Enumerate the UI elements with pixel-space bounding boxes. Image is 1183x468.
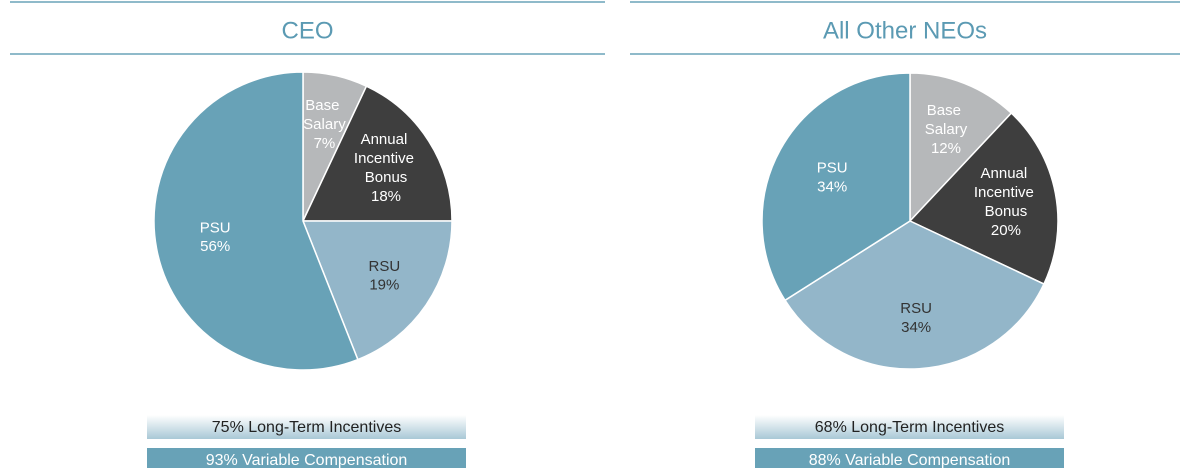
lti-box bbox=[755, 415, 1064, 439]
chart-title: All Other NEOs bbox=[823, 17, 987, 44]
slice-value-label: 19% bbox=[369, 277, 399, 294]
slice-label: Base Salary bbox=[925, 102, 968, 138]
pie-slice bbox=[301, 85, 453, 222]
slice-value-label: 34% bbox=[817, 179, 847, 196]
pie-slice bbox=[908, 112, 1059, 286]
slice-value-label: 18% bbox=[371, 188, 401, 205]
lti-label: 68% Long-Term Incentives bbox=[815, 419, 1004, 436]
pie-slice bbox=[909, 72, 1013, 223]
pie-slice bbox=[153, 71, 359, 371]
slice-value-label: 12% bbox=[931, 140, 961, 157]
pie-slice bbox=[784, 220, 1045, 370]
pie-slice bbox=[301, 220, 453, 361]
slice-label: RSU bbox=[368, 258, 400, 275]
pie-slice bbox=[761, 72, 911, 302]
lti-label: 75% Long-Term Incentives bbox=[212, 419, 401, 436]
chart-title: CEO bbox=[281, 17, 333, 44]
slice-label: PSU bbox=[200, 219, 231, 236]
slice-value-label: 56% bbox=[200, 238, 230, 255]
variable-label: 93% Variable Compensation bbox=[206, 452, 408, 468]
lti-box bbox=[147, 415, 466, 439]
slice-label: RSU bbox=[900, 300, 932, 317]
variable-box bbox=[755, 448, 1064, 468]
slice-value-label: 34% bbox=[901, 319, 931, 336]
slice-value-label: 7% bbox=[314, 135, 336, 152]
variable-box bbox=[147, 448, 466, 468]
slice-label: PSU bbox=[817, 160, 848, 177]
slice-label: Annual Incentive Bonus bbox=[974, 165, 1038, 220]
slice-value-label: 20% bbox=[991, 222, 1021, 239]
slice-label: Annual Incentive Bonus bbox=[354, 131, 418, 186]
variable-label: 88% Variable Compensation bbox=[809, 452, 1011, 468]
slice-label: Base Salary bbox=[303, 97, 346, 133]
